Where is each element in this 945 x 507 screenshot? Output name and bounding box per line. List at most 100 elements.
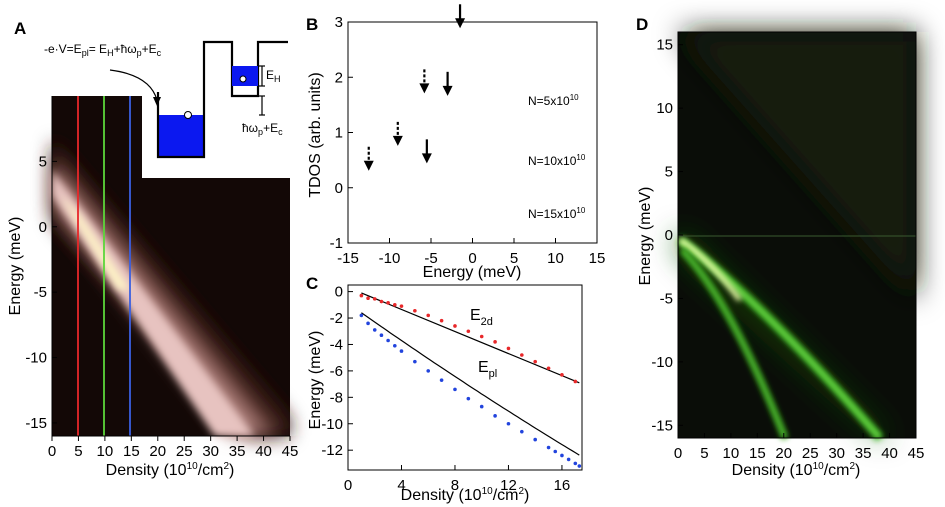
panel-d: D 0 5 10 15 20 25 30 35 40 45 15 10 5 0 -5 -10 -15 Dens… (636, 15, 924, 479)
panel-a-y-tick-label: 0 (39, 219, 47, 236)
panel-c-x-label: Density (1010/cm2) (401, 486, 530, 504)
panel-a-x-tick-label: 40 (255, 443, 272, 460)
panel-d-heatmap (677, 32, 916, 441)
panel-d-x-tick-label: 45 (908, 445, 925, 462)
panel-c-y-label: Energy (meV) (307, 331, 324, 430)
panel-c-y-tick-label: -4 (330, 336, 343, 353)
svg-text:ħωp+Ec: ħωp+Ec (242, 121, 283, 137)
panel-d-y-tick-label: -10 (651, 354, 673, 371)
panel-a-x-tick-label: 15 (123, 443, 140, 460)
data-point-epl (466, 396, 471, 401)
data-point-e2d (506, 346, 511, 351)
panel-a-y-tick-label: -5 (34, 284, 47, 301)
epl-fit-line (361, 312, 580, 456)
label-epl: Epl (478, 359, 497, 380)
panel-c-y-tick-label: 0 (335, 284, 343, 301)
data-point-e2d (533, 359, 537, 364)
data-point-e2d (413, 308, 417, 313)
panel-d-x-tick-label: 0 (674, 445, 682, 462)
trace-label-n15: N=15x1010 (528, 206, 586, 221)
panel-a-x-ticks: 0 5 10 15 20 25 30 35 40 45 (48, 436, 299, 460)
dotted-arrowhead (392, 135, 403, 146)
panel-b-y-tick-label: -1 (330, 235, 343, 252)
panel-d-x-tick-label: 40 (881, 445, 898, 462)
panel-b-x-tick-label: 5 (510, 250, 518, 267)
data-point-e2d (372, 297, 377, 301)
panel-a-y-tick-label: -10 (25, 350, 47, 367)
panel-a-x-tick-label: 0 (48, 443, 56, 460)
panel-c-x-tick-label: 4 (397, 477, 405, 494)
data-point-e2d (399, 304, 404, 308)
panel-d-y-tick-label: 15 (656, 37, 673, 54)
e2d-fit-line (361, 292, 580, 384)
panel-d-y-tick-label: -5 (660, 290, 673, 307)
panel-a-x-label: Density (1010/cm2) (106, 461, 235, 479)
panel-d-x-tick-label: 5 (700, 445, 708, 462)
panel-c-letter: C (306, 274, 318, 293)
panel-c-y-tick-label: -8 (330, 389, 343, 406)
data-point-epl (553, 449, 558, 454)
panel-d-y-tick-label: 5 (665, 164, 673, 181)
panel-a-letter: A (14, 19, 26, 38)
equation-label: -e·V=Epl= EH+ħωp+Ec (44, 42, 162, 58)
data-point-e2d (453, 324, 457, 328)
data-point-e2d (560, 373, 564, 377)
panel-b-y-tick-label: 3 (335, 14, 343, 31)
panel-c-x-tick-label: 0 (344, 477, 352, 494)
data-point-e2d (493, 340, 497, 344)
data-point-epl (439, 378, 444, 382)
panel-d-x-tick-label: 20 (775, 445, 792, 462)
tdos-trace-1 (348, 36, 597, 149)
panel-c-y-tick-label: -2 (330, 310, 343, 327)
inset-bottom-label: ħω (242, 121, 258, 135)
panel-b-arrows (363, 4, 466, 171)
panel-b-y-label: TDOS (arb. units) (307, 72, 324, 197)
data-point-e2d (439, 318, 444, 323)
data-point-epl (520, 429, 524, 434)
panel-d-x-tick-label: 35 (855, 445, 872, 462)
data-point-epl (413, 359, 417, 364)
solid-arrowhead (421, 153, 432, 164)
panel-b-y-tick-label: 1 (335, 125, 343, 142)
svg-text:EH: EH (266, 68, 281, 84)
data-point-epl (399, 349, 404, 353)
data-point-e2d (573, 379, 578, 384)
solid-arrowhead (455, 18, 466, 29)
panel-b-x-label: Energy (meV) (423, 264, 522, 281)
panel-b-x-tick-label: 15 (589, 250, 606, 267)
panel-d-y-tick-label: 0 (665, 227, 673, 244)
panel-b-x-tick-label: 0 (468, 250, 476, 267)
panel-a-y-tick-label: 5 (39, 153, 47, 170)
panel-a-x-tick-label: 45 (282, 443, 299, 460)
panel-d-x-label: Density (1010/cm2) (732, 461, 861, 479)
panel-c-y-tick-label: -10 (321, 416, 343, 433)
data-point-epl (560, 453, 564, 458)
panel-c-plot (359, 292, 582, 468)
panel-c-x-tick-label: 12 (500, 477, 517, 494)
dotted-arrowhead (419, 83, 430, 94)
panel-d-x-tick-label: 30 (828, 445, 845, 462)
trace-label-n5: N=5x1010 (528, 93, 579, 108)
data-point-epl (573, 461, 578, 466)
data-point-e2d (359, 293, 364, 298)
panel-a-y-tick-label: -15 (25, 415, 47, 432)
panel-c-y-tick-label: -12 (321, 442, 343, 459)
data-point-epl (453, 387, 457, 392)
data-point-e2d (466, 329, 471, 334)
data-point-e2d (393, 303, 397, 307)
tdos-trace-3 (348, 157, 597, 241)
panel-b-y-tick-label: 0 (335, 180, 343, 197)
data-point-e2d (546, 366, 551, 371)
panel-b-letter: B (306, 15, 318, 34)
data-point-epl (506, 421, 511, 426)
data-point-epl (493, 414, 497, 418)
panel-a-x-tick-label: 20 (149, 443, 166, 460)
panel-d-y-tick-label: -15 (651, 417, 673, 434)
data-point-e2d (366, 296, 370, 301)
panel-b-y-tick-label: 2 (335, 69, 343, 86)
data-point-epl (366, 321, 370, 326)
panel-b-x-tick-label: -15 (337, 250, 359, 267)
panel-a-x-tick-label: 30 (202, 443, 219, 460)
panel-a: A EH ħωp (7, 19, 298, 479)
data-point-epl (393, 343, 397, 348)
